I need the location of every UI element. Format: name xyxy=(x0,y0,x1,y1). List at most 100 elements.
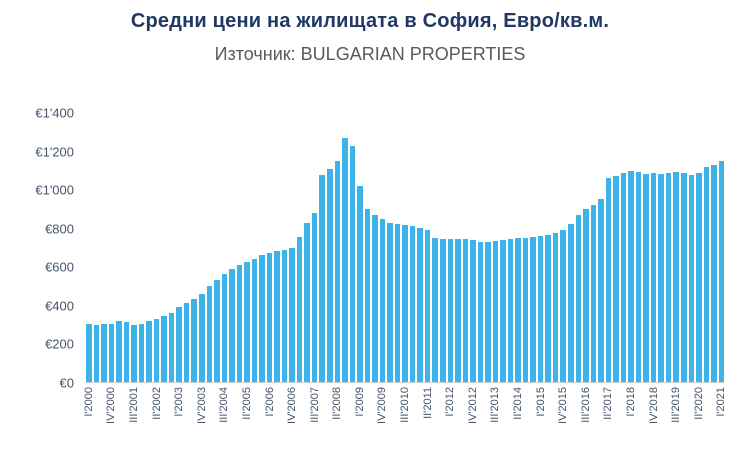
x-tick-slot: III'2013 xyxy=(489,384,501,463)
x-axis-labels: I'2000 IV'2000 III'2001 II'2002 I'2003 IV'200… xyxy=(83,384,728,463)
bar xyxy=(327,168,333,382)
bar xyxy=(455,238,461,382)
bar xyxy=(183,303,190,382)
chart-title: Средни цени на жилищата в София, Евро/кв… xyxy=(130,10,610,32)
bar xyxy=(590,205,597,382)
x-tick-slot: II'2005 xyxy=(241,384,253,463)
x-tick-slot: II'2017 xyxy=(602,384,614,463)
bar xyxy=(688,174,695,382)
bar xyxy=(394,224,401,382)
x-tick-slot xyxy=(410,384,416,463)
x-tick-slot: III'2010 xyxy=(399,384,411,463)
x-tick-slot: III'2004 xyxy=(218,384,230,463)
x-tick-slot xyxy=(365,384,371,463)
bar xyxy=(628,170,634,382)
bar xyxy=(387,222,393,382)
x-tick-slot xyxy=(523,384,529,463)
bar xyxy=(236,264,243,382)
bar xyxy=(123,322,130,382)
bar xyxy=(364,209,371,382)
bar xyxy=(522,237,529,382)
x-tick-slot xyxy=(704,384,710,463)
bar xyxy=(598,199,604,382)
bar xyxy=(447,238,454,382)
bar xyxy=(146,320,152,382)
bar xyxy=(274,251,280,382)
bar xyxy=(93,325,100,382)
bar xyxy=(507,238,514,382)
y-tick-label: €1'200 xyxy=(35,144,74,160)
bar xyxy=(613,176,619,382)
bar xyxy=(665,172,672,382)
bar xyxy=(304,222,310,382)
x-tick-slot: I'2015 xyxy=(535,384,547,463)
bar xyxy=(349,145,356,382)
x-tick-slot xyxy=(478,384,484,463)
bar xyxy=(703,166,710,382)
x-tick-slot: I'2018 xyxy=(625,384,637,463)
x-tick-slot: IV'2000 xyxy=(105,384,117,463)
bar xyxy=(605,178,612,382)
x-tick-slot: III'2016 xyxy=(580,384,592,463)
x-tick-slot xyxy=(252,384,258,463)
bar xyxy=(153,318,160,382)
x-tick-slot xyxy=(636,384,642,463)
x-tick-slot xyxy=(274,384,280,463)
bar xyxy=(658,173,664,382)
y-axis: €0 €200 €400 €600 €800 €1'000 €1'200 €1'400 xyxy=(0,106,80,391)
x-tick-slot: IV'2003 xyxy=(196,384,208,463)
bar xyxy=(575,214,582,382)
x-tick-slot: II'2002 xyxy=(151,384,163,463)
bar xyxy=(357,186,363,382)
bar xyxy=(191,299,197,382)
bar xyxy=(530,236,536,382)
x-tick-slot: IV'2006 xyxy=(286,384,298,463)
bar xyxy=(176,307,182,382)
bar xyxy=(281,250,288,382)
x-tick-slot: I'2000 xyxy=(83,384,95,463)
bar xyxy=(711,164,717,382)
bar xyxy=(334,161,341,382)
x-tick-slot xyxy=(319,384,325,463)
plot-area xyxy=(86,113,725,383)
x-tick-slot: II'2008 xyxy=(331,384,343,463)
x-tick-slot xyxy=(184,384,190,463)
bar xyxy=(86,324,92,382)
bar xyxy=(462,238,469,382)
bar xyxy=(198,293,205,382)
x-tick-slot xyxy=(116,384,122,463)
bar xyxy=(477,241,484,382)
bar xyxy=(138,324,145,382)
bar xyxy=(229,268,235,382)
bar xyxy=(221,274,228,382)
bar xyxy=(251,259,258,382)
bar xyxy=(673,171,679,382)
bar xyxy=(402,225,408,382)
x-tick-slot: II'2020 xyxy=(693,384,705,463)
bar xyxy=(537,235,544,382)
bar xyxy=(583,209,589,382)
bar xyxy=(131,325,137,382)
bar xyxy=(372,214,378,382)
bar xyxy=(620,172,627,382)
x-tick-slot: I'2006 xyxy=(264,384,276,463)
x-tick-slot xyxy=(94,384,100,463)
x-tick-slot xyxy=(432,384,438,463)
x-tick-slot: III'2007 xyxy=(309,384,321,463)
bar xyxy=(168,312,175,382)
x-tick-slot xyxy=(229,384,235,463)
bar xyxy=(296,236,303,382)
bar xyxy=(244,261,250,382)
bar xyxy=(116,320,122,382)
x-tick-slot xyxy=(658,384,664,463)
bar xyxy=(424,230,431,382)
x-tick-slot xyxy=(591,384,597,463)
bar xyxy=(214,280,220,382)
x-tick-slot: I'2003 xyxy=(173,384,185,463)
x-tick-slot xyxy=(613,384,619,463)
x-tick-slot: IV'2012 xyxy=(467,384,479,463)
bar xyxy=(439,238,446,382)
x-tick-slot xyxy=(545,384,551,463)
bar xyxy=(650,172,657,382)
bar xyxy=(515,237,521,382)
